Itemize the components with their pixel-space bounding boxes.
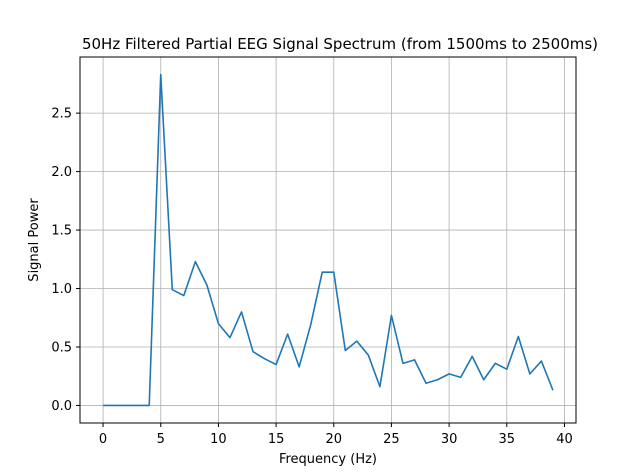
y-axis-label: Signal Power (27, 198, 42, 282)
chart-title: 50Hz Filtered Partial EEG Signal Spectru… (82, 35, 598, 53)
x-tick-label: 10 (210, 432, 227, 447)
plot-frame (79, 56, 577, 424)
x-tick-label: 30 (441, 432, 458, 447)
series-layer (103, 73, 554, 407)
y-tick-label: 2.5 (51, 107, 72, 122)
y-tick-label: 1.5 (51, 224, 72, 239)
ticks: 0 5 10 15 20 25 30 35 40 0.0 0.5 1.0 1.5 2.0 2.5 (51, 107, 572, 447)
y-tick-label: 2.0 (51, 165, 72, 180)
x-tick-label: 40 (556, 432, 573, 447)
series-line (103, 73, 554, 407)
y-tick-label: 0.0 (51, 399, 72, 414)
x-tick-label: 5 (157, 432, 165, 447)
x-axis-label: Frequency (Hz) (279, 452, 377, 467)
x-tick-label: 0 (99, 432, 107, 447)
y-tick-label: 0.5 (51, 340, 72, 355)
x-tick-label: 25 (383, 432, 400, 447)
y-tick-label: 1.0 (51, 282, 72, 297)
x-tick-label: 35 (499, 432, 516, 447)
grid (80, 57, 576, 423)
x-tick-label: 20 (325, 432, 342, 447)
x-tick-label: 15 (268, 432, 285, 447)
